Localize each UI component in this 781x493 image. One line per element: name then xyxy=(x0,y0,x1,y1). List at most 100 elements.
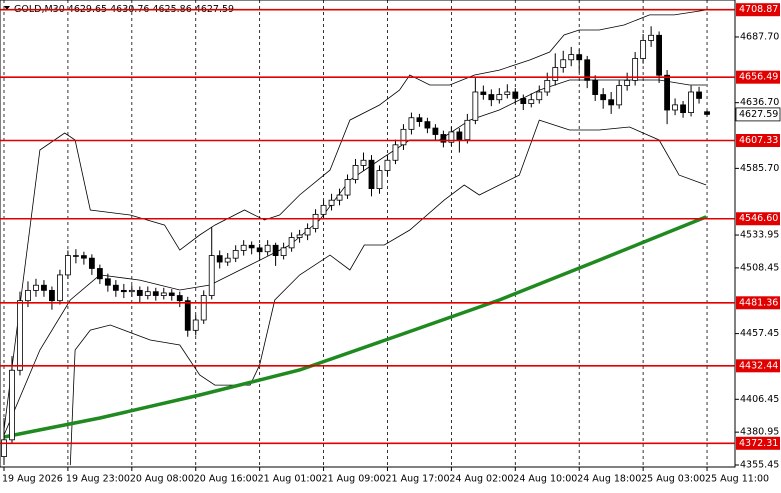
candle-body xyxy=(296,234,303,238)
candle-body xyxy=(184,300,191,331)
candle-body xyxy=(520,98,527,104)
y-tick-label: 4636.70 xyxy=(740,97,779,108)
candle-body xyxy=(112,284,119,291)
moving-average xyxy=(3,215,707,439)
y-tick-label: 4585.70 xyxy=(740,163,779,174)
candle-body xyxy=(432,127,439,135)
level-label-box xyxy=(736,436,780,450)
candle-body xyxy=(664,74,670,111)
candle-body xyxy=(248,244,255,249)
x-tick-label: 24 Aug 02:00 xyxy=(449,474,513,485)
candle-body xyxy=(608,99,615,106)
candle-body xyxy=(304,228,311,236)
candle-body xyxy=(120,289,127,293)
candle-body xyxy=(208,255,215,296)
candle-body xyxy=(384,159,391,171)
x-tick-label: 24 Aug 10:00 xyxy=(513,474,577,485)
candle-body xyxy=(688,91,694,113)
candle-body xyxy=(472,91,479,121)
level-label: 4708.87 xyxy=(739,4,778,15)
candle-body xyxy=(624,79,631,86)
x-tick-label: 25 Aug 03:00 xyxy=(641,474,705,485)
y-tick-label: 4380.95 xyxy=(740,427,779,438)
candle-body xyxy=(488,94,495,101)
candle-body xyxy=(368,159,375,190)
candle-body xyxy=(480,91,487,95)
candle-body xyxy=(424,121,431,129)
x-tick-label: 21 Aug 09:00 xyxy=(322,474,386,485)
candle-body xyxy=(376,170,383,190)
level-label-box xyxy=(736,296,780,310)
candle-body xyxy=(632,58,639,81)
candle-body xyxy=(528,99,535,104)
x-tick-label: 24 Aug 18:00 xyxy=(577,474,641,485)
candle-body xyxy=(312,213,319,229)
level-label-box xyxy=(736,212,780,226)
y-tick-label: 4457.45 xyxy=(740,328,779,339)
y-tick-label: 4508.45 xyxy=(740,262,779,273)
x-tick-label: 25 Aug 11:00 xyxy=(705,474,769,485)
candle-body xyxy=(400,128,407,146)
candle-body xyxy=(592,79,599,95)
candle-body xyxy=(9,369,15,441)
x-tick-label: 21 Aug 17:00 xyxy=(385,474,449,485)
candle-body xyxy=(1,439,7,457)
candle-body xyxy=(512,91,519,99)
candle-body xyxy=(136,289,143,296)
y-tick-label: 4533.95 xyxy=(740,230,779,241)
candle-body xyxy=(320,204,327,215)
candle-body xyxy=(104,278,111,286)
candle-body xyxy=(536,91,543,101)
candle-body xyxy=(360,159,367,166)
candle-body xyxy=(328,199,335,206)
x-tick-label: 20 Aug 16:00 xyxy=(194,474,258,485)
candle-body xyxy=(240,244,247,251)
candle-body xyxy=(152,291,159,296)
candle-body xyxy=(264,244,271,253)
candle-body xyxy=(65,255,71,276)
candle-body xyxy=(440,134,447,143)
bollinger-band xyxy=(3,9,707,431)
candle-body xyxy=(648,34,655,41)
candle-body xyxy=(200,295,207,321)
candle-body xyxy=(176,295,183,302)
candle-body xyxy=(584,59,591,81)
x-tick-label: 19 Aug 23:00 xyxy=(66,474,130,485)
candle-body xyxy=(704,111,710,115)
level-label: 4432.44 xyxy=(739,360,778,371)
candle-body xyxy=(344,179,351,196)
candle-body xyxy=(456,131,463,141)
candle-body xyxy=(336,194,343,201)
candle-body xyxy=(616,85,623,106)
price-label-box xyxy=(735,107,781,122)
candle-body xyxy=(504,91,511,95)
y-tick-label: 4355.45 xyxy=(740,460,779,471)
y-tick-label: 4406.45 xyxy=(740,394,779,405)
level-label-box xyxy=(736,134,780,148)
candle-body xyxy=(672,104,678,111)
level-label: 4607.33 xyxy=(739,135,778,146)
candle-body xyxy=(49,289,55,302)
candle-body xyxy=(416,117,423,123)
candle-body xyxy=(17,300,23,371)
candle-body xyxy=(160,292,167,296)
candle-body xyxy=(224,257,231,263)
candle-body xyxy=(192,319,199,331)
candle-body xyxy=(656,34,663,76)
level-label-box xyxy=(736,3,780,17)
price-label: 4627.59 xyxy=(739,109,778,120)
candle-body xyxy=(392,144,399,161)
candle-body xyxy=(280,247,287,256)
candle-body xyxy=(448,131,455,143)
level-label-box xyxy=(736,70,780,84)
candle-body xyxy=(552,67,559,81)
candle-body xyxy=(352,165,359,180)
candle-body xyxy=(560,59,567,68)
candle-body xyxy=(168,292,175,296)
candle-body xyxy=(256,247,263,253)
y-tick-label: 4687.70 xyxy=(740,31,779,42)
candle-body xyxy=(57,274,63,302)
candle-body xyxy=(640,40,647,59)
